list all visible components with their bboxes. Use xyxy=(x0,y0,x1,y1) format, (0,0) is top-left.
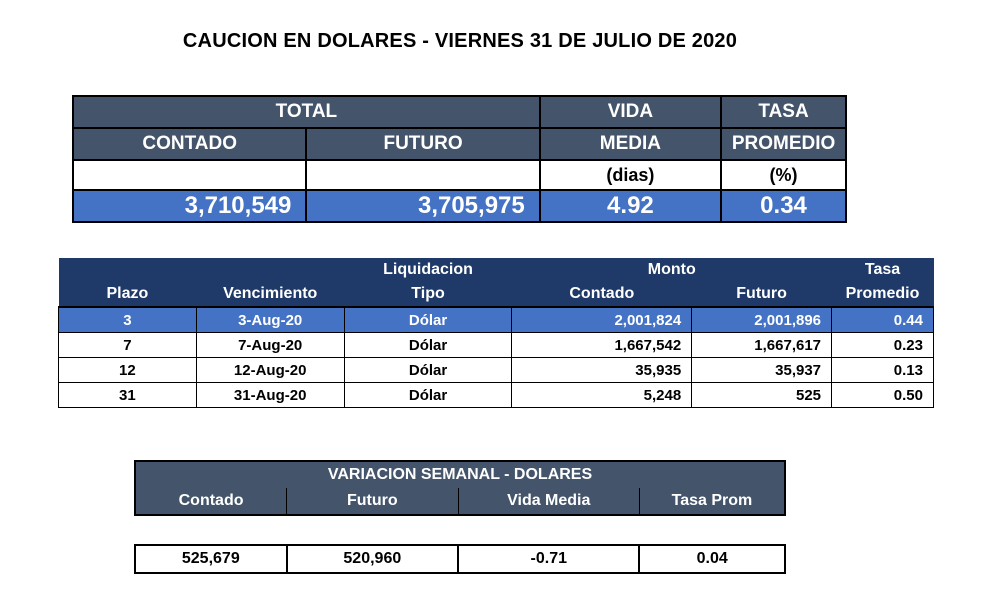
detail-table: Liquidacion Monto Tasa Plazo Vencimiento… xyxy=(58,258,934,408)
futuro-header: Futuro xyxy=(691,282,832,308)
weekly-contado-value: 525,679 xyxy=(134,544,288,574)
plazo-cell: 12 xyxy=(58,357,197,383)
weekly-variation-table: VARIACION SEMANAL - DOLARES Contado Futu… xyxy=(134,460,786,574)
weekly-tasa-prom-value: 0.04 xyxy=(638,544,786,574)
vida-header-line2: MEDIA xyxy=(538,127,723,161)
contado-cell: 5,248 xyxy=(511,382,693,408)
contado-cell: 1,667,542 xyxy=(511,332,693,358)
plazo-cell: 31 xyxy=(58,382,197,408)
vida-unit: (dias) xyxy=(538,159,723,191)
table-row: 7 7-Aug-20 Dólar 1,667,542 1,667,617 0.2… xyxy=(58,332,934,358)
futuro-header: FUTURO xyxy=(305,127,541,161)
contado-header: Contado xyxy=(511,282,692,308)
blank-cell xyxy=(305,159,541,191)
plazo-cell: 3 xyxy=(58,306,197,333)
weekly-futuro-header: Futuro xyxy=(286,488,459,515)
vencimiento-cell: 7-Aug-20 xyxy=(195,332,345,358)
vencimiento-cell: 31-Aug-20 xyxy=(195,382,345,408)
tasa-cell: 0.23 xyxy=(831,332,934,358)
tasa-promedio-value: 0.34 xyxy=(720,189,847,223)
page-title: CAUCION EN DOLARES - VIERNES 31 DE JULIO… xyxy=(182,30,738,52)
vida-media-value: 4.92 xyxy=(538,189,723,223)
weekly-values-row: 525,679 520,960 -0.71 0.04 xyxy=(134,544,786,574)
futuro-total-value: 3,705,975 xyxy=(305,189,541,223)
monto-header: Monto xyxy=(511,258,832,282)
contado-total-value: 3,710,549 xyxy=(71,189,308,223)
weekly-vida-media-header: Vida Media xyxy=(457,488,640,515)
blank-cell xyxy=(71,159,308,191)
tipo-header: Tipo xyxy=(344,282,512,308)
tasa-header: Tasa xyxy=(831,258,934,282)
tasa-cell: 0.13 xyxy=(831,357,934,383)
vencimiento-cell: 3-Aug-20 xyxy=(195,306,345,333)
vencimiento-header: Vencimiento xyxy=(196,282,345,308)
vida-header-line1: VIDA xyxy=(538,95,723,129)
tipo-cell: Dólar xyxy=(343,306,513,333)
promedio-header: Promedio xyxy=(831,282,934,308)
plazo-cell: 7 xyxy=(58,332,197,358)
futuro-cell: 2,001,896 xyxy=(691,306,833,333)
weekly-tasa-prom-header: Tasa Prom xyxy=(638,488,786,515)
table-row: 12 12-Aug-20 Dólar 35,935 35,937 0.13 xyxy=(58,357,934,383)
total-header: TOTAL xyxy=(72,95,541,129)
tipo-cell: Dólar xyxy=(343,357,513,383)
contado-header: CONTADO xyxy=(71,127,308,161)
liquidacion-header: Liquidacion xyxy=(344,258,512,282)
weekly-futuro-value: 520,960 xyxy=(285,544,460,574)
tasa-header-line1: TASA xyxy=(720,95,847,129)
plazo-header: Plazo xyxy=(58,282,197,308)
weekly-vida-media-value: -0.71 xyxy=(457,544,641,574)
tasa-cell: 0.44 xyxy=(831,306,934,333)
table-row: 31 31-Aug-20 Dólar 5,248 525 0.50 xyxy=(58,382,934,408)
tipo-cell: Dólar xyxy=(343,382,513,408)
tasa-unit: (%) xyxy=(720,159,847,191)
futuro-cell: 525 xyxy=(691,382,833,408)
weekly-contado-header: Contado xyxy=(134,488,288,515)
summary-table: TOTAL VIDA TASA CONTADO FUTURO MEDIA PRO… xyxy=(71,95,847,223)
contado-cell: 2,001,824 xyxy=(511,306,693,333)
tasa-header-line2: PROMEDIO xyxy=(720,127,847,161)
table-row: 3 3-Aug-20 Dólar 2,001,824 2,001,896 0.4… xyxy=(58,306,934,333)
tipo-cell: Dólar xyxy=(343,332,513,358)
contado-cell: 35,935 xyxy=(511,357,693,383)
tasa-cell: 0.50 xyxy=(831,382,934,408)
vencimiento-cell: 12-Aug-20 xyxy=(195,357,345,383)
weekly-title: VARIACION SEMANAL - DOLARES xyxy=(134,460,786,488)
futuro-cell: 1,667,617 xyxy=(691,332,833,358)
futuro-cell: 35,937 xyxy=(691,357,833,383)
